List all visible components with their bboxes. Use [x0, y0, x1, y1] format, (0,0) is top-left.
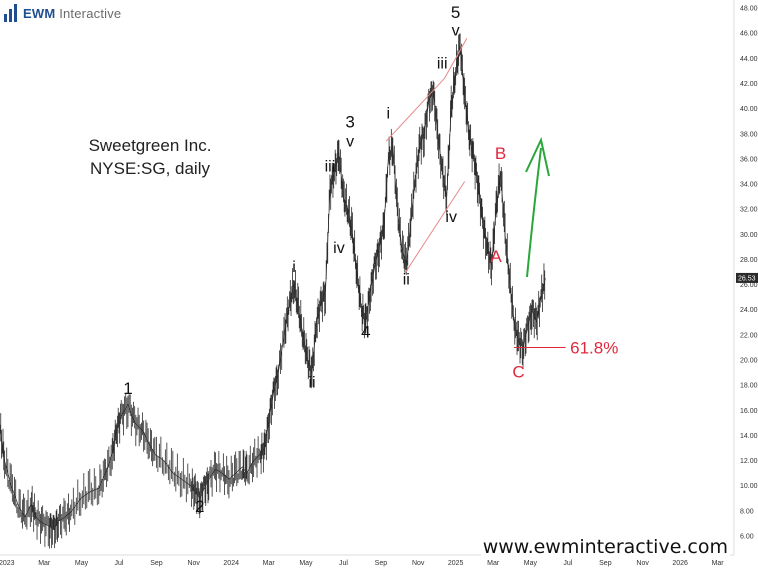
y-tick-label: 32.00: [740, 207, 758, 214]
wave-label-i: i: [387, 106, 391, 123]
wave-label-B: B: [495, 144, 506, 163]
channel-upper-line: [385, 78, 445, 142]
wave-label-v: v: [452, 23, 460, 40]
y-tick-label: 24.00: [740, 307, 758, 314]
wave-label-C: C: [512, 363, 524, 382]
y-tick-label: 48.00: [740, 6, 758, 13]
wave-label-iv: iv: [333, 240, 345, 257]
x-tick-label: Sep: [599, 560, 612, 567]
x-tick-label: Mar: [712, 560, 725, 567]
y-tick-label: 16.00: [740, 408, 758, 415]
y-tick-label: 18.00: [740, 383, 758, 390]
y-tick-label: 46.00: [740, 31, 758, 38]
x-tick-label: Nov: [636, 560, 649, 567]
y-tick-label: 6.00: [740, 534, 754, 541]
x-tick-label: 2024: [223, 560, 239, 567]
x-tick-label: Mar: [487, 560, 500, 567]
x-tick-label: 2023: [0, 560, 15, 567]
wave-label-3: 3: [345, 112, 354, 131]
wave-label-ii: ii: [403, 272, 410, 289]
wave-label-iii: iii: [437, 55, 448, 72]
y-tick-label: 34.00: [740, 182, 758, 189]
current-price-label: 26.53: [738, 275, 756, 282]
y-tick-label: 40.00: [740, 106, 758, 113]
price-line: [0, 45, 546, 531]
x-tick-label: Sep: [375, 560, 388, 567]
y-tick-label: 44.00: [740, 56, 758, 63]
website-watermark: www.ewminteractive.com: [480, 536, 730, 558]
x-tick-label: Sep: [150, 560, 163, 567]
current-price-marker: [736, 272, 758, 283]
wave-label-5: 5: [451, 3, 460, 22]
x-tick-label: Nov: [187, 560, 200, 567]
x-tick-label: Mar: [38, 560, 51, 567]
chart-subtitle: NYSE:SG, daily: [90, 159, 210, 178]
y-tick-label: 36.00: [740, 156, 758, 163]
channel-upper-extension: [444, 37, 468, 79]
x-tick-label: 2026: [672, 560, 688, 567]
wave-label-1: 1: [123, 379, 132, 398]
y-tick-label: 14.00: [740, 433, 758, 440]
brand-name-suffix: Interactive: [59, 5, 122, 21]
y-tick-label: 8.00: [740, 508, 754, 515]
channel-lower-line: [403, 181, 466, 275]
wave-label-4: 4: [361, 322, 370, 341]
wave-label-iv: iv: [445, 209, 457, 226]
x-tick-label: Mar: [263, 560, 276, 567]
wave-label-i: i: [292, 259, 296, 276]
logo-bars-icon: [4, 4, 17, 22]
projection-arrow-head: [525, 136, 550, 177]
brand-name: EWM Interactive: [23, 6, 121, 21]
y-tick-label: 30.00: [740, 232, 758, 239]
chart-title-block: Sweetgreen Inc. NYSE:SG, daily: [80, 134, 220, 180]
wave-label-A: A: [490, 247, 502, 266]
chart-title: Sweetgreen Inc.: [88, 136, 212, 155]
x-tick-label: 2025: [448, 560, 464, 567]
projection-arrow-shaft: [526, 147, 542, 278]
brand-name-strong: EWM: [23, 5, 56, 21]
x-tick-label: May: [524, 560, 538, 567]
x-tick-label: Jul: [339, 560, 348, 567]
y-tick-label: 22.00: [740, 332, 758, 339]
x-tick-label: Nov: [412, 560, 425, 567]
y-tick-label: 20.00: [740, 358, 758, 365]
wave-label-v: v: [346, 133, 354, 150]
y-tick-label: 12.00: [740, 458, 758, 465]
y-tick-label: 10.00: [740, 483, 758, 490]
y-tick-label: 38.00: [740, 131, 758, 138]
wave-label-iii: iii: [325, 158, 336, 175]
x-tick-label: May: [75, 560, 89, 567]
x-tick-label: May: [299, 560, 313, 567]
wave-label-2: 2: [195, 497, 204, 516]
brand-logo: EWM Interactive: [4, 4, 121, 22]
wave-label-ii: ii: [308, 375, 315, 392]
x-tick-label: Jul: [114, 560, 123, 567]
x-tick-label: Jul: [563, 560, 572, 567]
fib-618-label: 61.8%: [570, 338, 618, 357]
y-tick-label: 28.00: [740, 257, 758, 264]
y-tick-label: 26.00: [740, 282, 758, 289]
y-tick-label: 42.00: [740, 81, 758, 88]
